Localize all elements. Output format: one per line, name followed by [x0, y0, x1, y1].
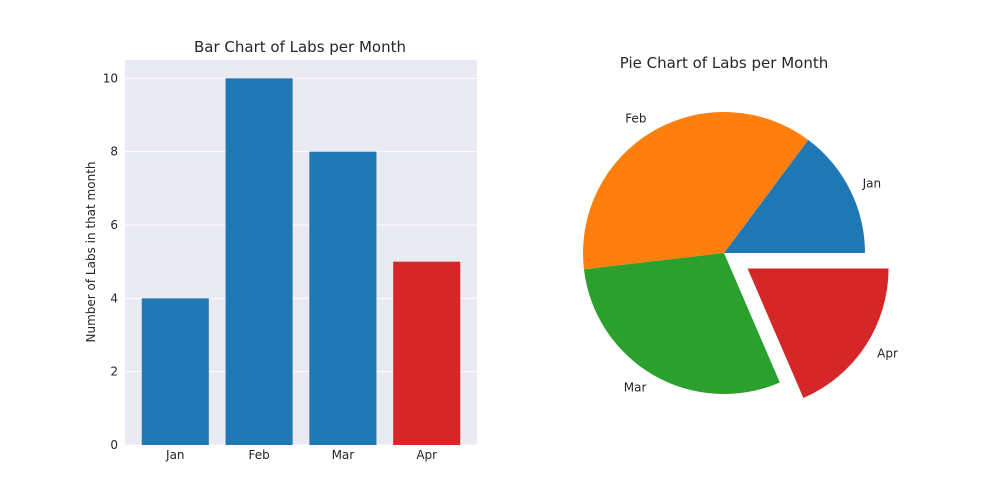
bar-y-tick-label: 0 — [110, 438, 118, 452]
pie-slice-apr — [747, 268, 889, 398]
pie-slice-label: Apr — [877, 347, 898, 361]
pie-slice-label: Feb — [625, 112, 646, 126]
bar-feb — [225, 78, 293, 445]
bar-y-tick-label: 8 — [110, 145, 118, 159]
bar-x-tick-label: Jan — [165, 448, 185, 462]
pie-slice-label: Mar — [624, 380, 647, 394]
bar-x-ticks: Jan Feb Mar Apr — [165, 448, 437, 462]
bar-series — [141, 78, 461, 445]
pie-slice-label: Jan — [862, 176, 882, 190]
bar-chart-title: Bar Chart of Labs per Month — [194, 38, 406, 56]
bar-chart: Bar Chart of Labs per Month 0 2 4 6 8 10 Jan F… — [84, 38, 477, 462]
bar-y-ticks: 0 2 4 6 8 10 — [103, 71, 118, 452]
pie-chart: Pie Chart of Labs per Month Jan Feb Mar Apr — [583, 54, 898, 398]
bar-x-tick-label: Apr — [416, 448, 437, 462]
bar-x-tick-label: Feb — [248, 448, 269, 462]
bar-mar — [309, 151, 377, 445]
pie-slices — [583, 112, 889, 398]
bar-y-tick-label: 10 — [103, 71, 118, 85]
pie-slice-jan — [724, 139, 865, 253]
bar-apr — [393, 261, 461, 445]
bar-y-tick-label: 2 — [110, 365, 118, 379]
bar-x-tick-label: Mar — [332, 448, 355, 462]
bar-y-axis-label: Number of Labs in that month — [84, 161, 98, 342]
pie-slice-feb — [583, 112, 809, 270]
bar-y-tick-label: 6 — [110, 218, 118, 232]
pie-labels: Jan Feb Mar Apr — [624, 112, 898, 395]
bar-y-tick-label: 4 — [110, 291, 118, 305]
bar-jan — [141, 298, 209, 445]
pie-slice-mar — [583, 253, 780, 395]
pie-chart-title: Pie Chart of Labs per Month — [620, 54, 828, 72]
